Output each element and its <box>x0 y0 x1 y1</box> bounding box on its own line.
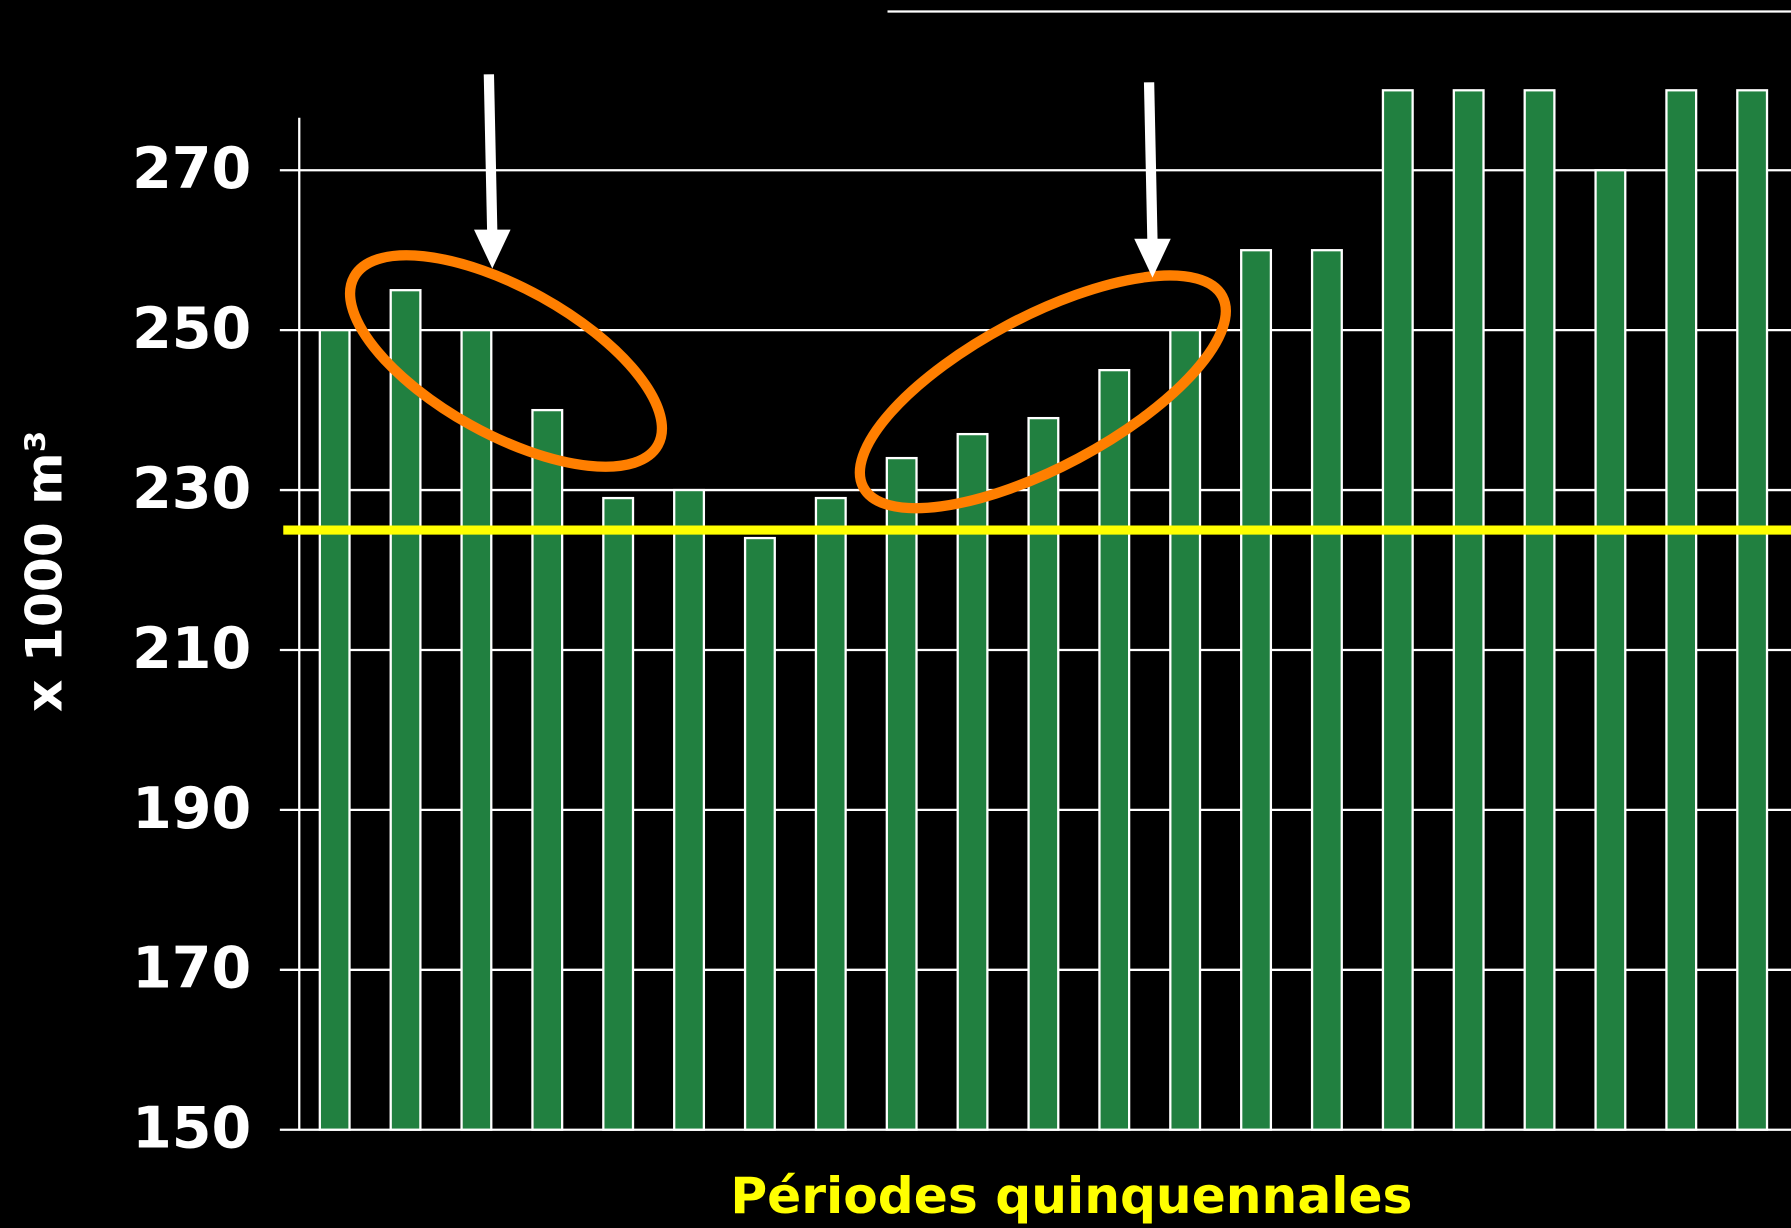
arrow-head <box>474 229 511 269</box>
bar <box>673 488 706 1131</box>
x-axis-label: Périodes quinquennales <box>730 1166 1412 1225</box>
bar <box>531 408 564 1131</box>
bar <box>1027 416 1060 1131</box>
y-tick-label: 150 <box>132 1096 251 1162</box>
bar <box>1310 249 1343 1131</box>
bar <box>389 289 422 1131</box>
bar <box>1523 89 1556 1131</box>
y-tick-label: 230 <box>132 456 251 522</box>
bar <box>1169 329 1202 1131</box>
bar <box>602 496 635 1131</box>
bar <box>814 496 847 1131</box>
highlight-ellipse <box>854 270 1231 514</box>
bar <box>1240 249 1273 1131</box>
bar <box>1665 89 1698 1131</box>
y-axis-label: x 1000 m³ <box>14 430 73 712</box>
y-tick-label: 190 <box>132 776 251 842</box>
highlight-ellipse <box>344 250 668 472</box>
arrow-head <box>1134 238 1171 278</box>
bar <box>1594 169 1627 1131</box>
bar <box>956 432 989 1131</box>
y-tick-label: 210 <box>132 616 251 682</box>
bar <box>885 456 918 1131</box>
bar <box>1736 89 1769 1131</box>
bar <box>318 329 351 1131</box>
y-tick-label: 270 <box>132 136 251 202</box>
bar <box>1098 368 1131 1131</box>
arrow-shaft <box>1143 82 1158 244</box>
bar <box>1452 89 1485 1131</box>
arrow-shaft <box>483 74 498 235</box>
y-tick-label: 170 <box>132 936 251 1002</box>
y-tick-label: 250 <box>132 296 251 362</box>
bar <box>460 329 493 1131</box>
bar <box>1381 89 1414 1131</box>
bar <box>743 536 776 1131</box>
